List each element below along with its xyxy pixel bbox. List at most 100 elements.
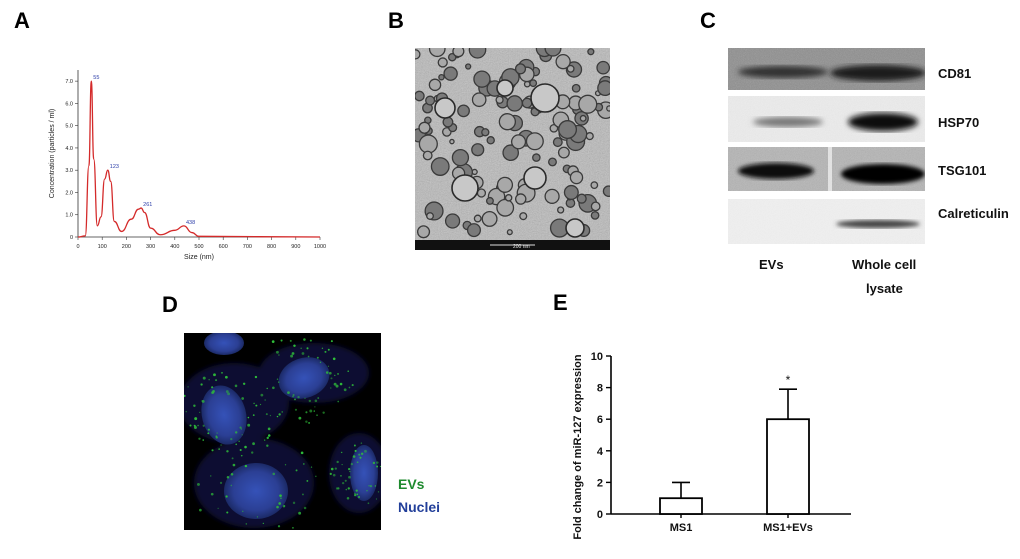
vesicle — [596, 60, 611, 75]
vesicle — [449, 138, 455, 145]
ev-puncta — [230, 484, 233, 487]
mirna-bar-chart: 0 2 4 6 8 10 Fold change of miR-127 expression… — [572, 351, 851, 540]
vesicle — [510, 134, 527, 150]
vesicle — [418, 134, 438, 154]
ev-puncta — [348, 475, 351, 479]
vesicle — [506, 229, 513, 236]
ev-puncta — [242, 510, 244, 513]
vesicle — [451, 149, 470, 167]
nucleus — [350, 445, 378, 501]
ev-puncta — [315, 475, 317, 478]
vesicle — [548, 157, 557, 167]
ev-puncta — [364, 449, 367, 453]
peak-label: 123 — [110, 164, 119, 170]
ev-puncta — [251, 451, 254, 454]
ev-puncta — [196, 482, 200, 486]
ev-puncta — [327, 348, 330, 351]
vesicle — [465, 63, 472, 70]
ev-puncta — [314, 406, 316, 408]
ev-puncta — [217, 507, 219, 510]
ev-puncta — [290, 354, 294, 358]
vesicle — [496, 198, 515, 217]
ev-puncta — [337, 372, 339, 375]
ev-puncta — [341, 481, 345, 485]
vesicle — [506, 95, 523, 112]
ev-puncta — [193, 426, 197, 429]
vesicle — [414, 90, 425, 102]
ev-puncta — [272, 386, 275, 390]
ev-puncta — [202, 439, 205, 441]
ev-puncta — [307, 355, 310, 358]
vesicle — [468, 40, 487, 59]
x-tick-label: MS1+EVs — [763, 522, 813, 534]
vesicle — [529, 79, 538, 88]
nta-size-chart: 0 100 200 300 400 500 600 700 800 900 1000 0 1.0 2.0 3… — [49, 70, 326, 261]
ev-puncta — [239, 426, 242, 429]
ev-puncta — [247, 423, 251, 427]
ev-puncta — [235, 443, 237, 446]
bar — [766, 418, 810, 515]
ev-puncta — [340, 475, 342, 477]
ev-puncta — [211, 386, 214, 389]
ev-puncta — [276, 378, 279, 380]
ev-puncta — [324, 350, 327, 353]
ev-puncta — [360, 452, 364, 455]
ev-puncta — [308, 399, 312, 403]
ev-puncta — [303, 338, 306, 341]
ev-puncta — [289, 339, 292, 342]
y-tick-label: 7.0 — [65, 79, 73, 85]
peak-label: 55 — [93, 75, 99, 81]
ev-puncta — [241, 397, 245, 400]
tem-micrograph: 200 nm — [410, 39, 615, 250]
ev-puncta — [276, 415, 279, 418]
ev-puncta — [197, 424, 199, 427]
ev-puncta — [230, 473, 234, 476]
x-tick-label: 700 — [243, 244, 252, 250]
vesicle — [602, 185, 615, 198]
ev-puncta — [348, 467, 351, 471]
ev-puncta — [226, 511, 229, 514]
vesicle — [473, 70, 491, 88]
ev-puncta — [347, 487, 350, 490]
ev-puncta — [376, 461, 379, 464]
ev-puncta — [235, 431, 238, 434]
vesicle-large — [451, 174, 479, 202]
bar — [659, 497, 703, 515]
x-tick-label: 500 — [194, 244, 203, 250]
ev-puncta — [276, 350, 279, 354]
ev-puncta — [266, 387, 268, 390]
ev-puncta — [185, 411, 187, 413]
y-tick-label: 4 — [597, 446, 604, 458]
ev-puncta — [377, 491, 380, 493]
ev-puncta — [259, 403, 262, 406]
ev-puncta — [216, 432, 218, 434]
ev-puncta — [202, 376, 206, 380]
ev-puncta — [294, 408, 298, 411]
panel-label-e: E — [553, 290, 568, 315]
y-axis-label: Concentration (particles / ml) — [49, 109, 56, 198]
vesicle — [498, 113, 517, 131]
ev-puncta — [360, 442, 363, 444]
ev-puncta — [330, 387, 332, 389]
vesicle — [557, 146, 570, 159]
ev-puncta — [225, 495, 228, 498]
protein-label-cd81: CD81 — [938, 66, 972, 81]
ev-puncta — [276, 505, 279, 509]
size-distribution-line — [77, 80, 321, 238]
ev-puncta — [247, 416, 250, 419]
ev-puncta — [201, 400, 203, 402]
panel-label-c: C — [700, 8, 716, 33]
ev-puncta — [375, 498, 378, 500]
ev-puncta — [293, 344, 296, 348]
ev-puncta — [300, 451, 304, 455]
ev-puncta — [225, 390, 229, 393]
vesicle — [422, 150, 433, 161]
ev-puncta — [240, 454, 243, 457]
ev-puncta — [305, 420, 308, 423]
ev-puncta — [292, 527, 294, 529]
ev-puncta — [317, 397, 320, 399]
ev-puncta — [240, 428, 243, 430]
vesicle — [519, 212, 528, 221]
lane-label-lysate: lysate — [866, 281, 903, 296]
ev-puncta — [194, 417, 198, 421]
